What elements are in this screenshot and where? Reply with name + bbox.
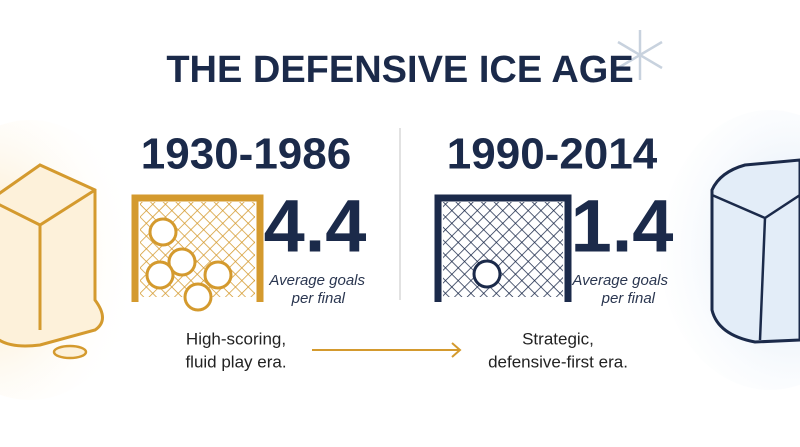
arrow xyxy=(312,342,462,358)
ice-cube xyxy=(660,110,800,390)
caption: per final xyxy=(601,290,656,307)
big-number: 4.4 xyxy=(264,185,367,268)
melting-ice-cube xyxy=(0,120,140,400)
caption: Average goals xyxy=(268,272,365,289)
goal-icon xyxy=(434,194,572,302)
snowflake xyxy=(617,30,663,80)
era-period: 1930-1986 xyxy=(141,130,351,179)
title: THE DEFENSIVE ICE AGE xyxy=(166,49,633,91)
era-period: 1990-2014 xyxy=(447,130,658,179)
description: High-scoring, xyxy=(186,329,286,348)
goal-icon xyxy=(131,194,264,312)
description: fluid play era. xyxy=(185,352,286,371)
caption: Average goals xyxy=(571,272,668,289)
caption: per final xyxy=(291,290,346,307)
description: Strategic, xyxy=(522,329,594,348)
big-number: 1.4 xyxy=(571,185,674,268)
description: defensive-first era. xyxy=(488,352,628,371)
